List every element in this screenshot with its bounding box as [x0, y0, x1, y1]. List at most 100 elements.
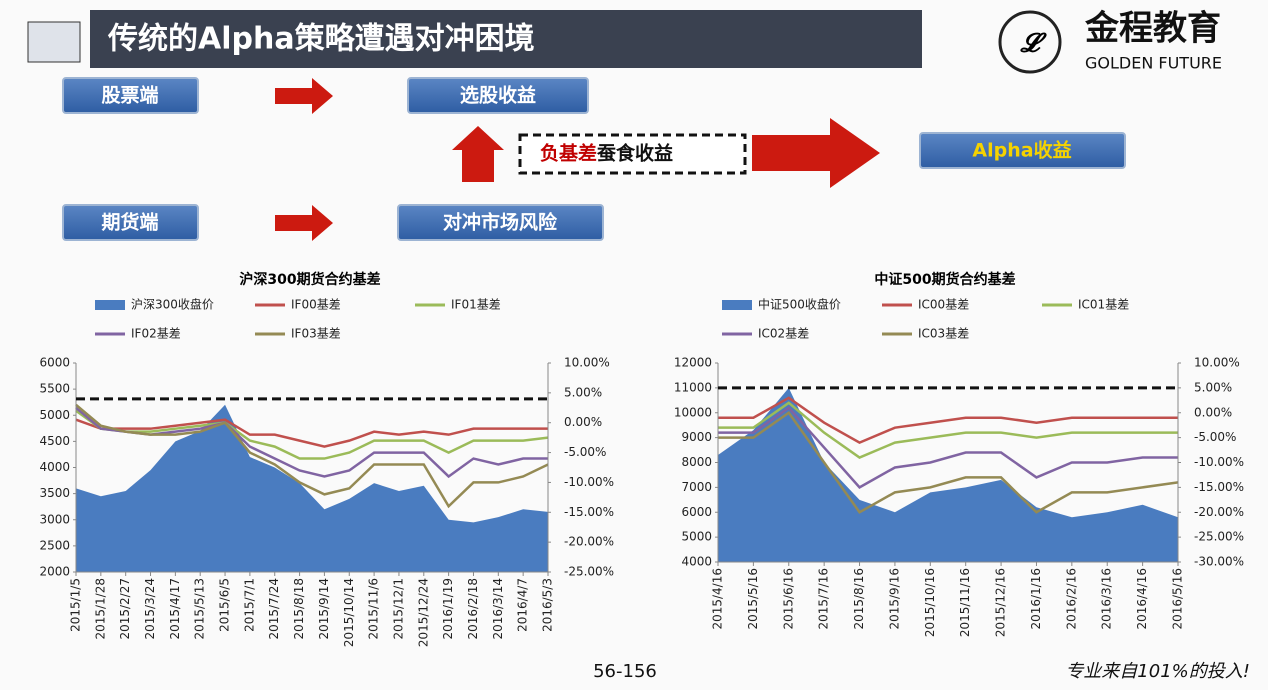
node-box [919, 132, 1126, 169]
y2-tick-label: -10.00% [1194, 455, 1244, 469]
y-tick-label: 5500 [39, 382, 70, 396]
x-tick-label: 2015/9/14 [317, 578, 331, 640]
series-line [75, 403, 549, 509]
y2-tick-label: -30.00% [1194, 555, 1244, 569]
x-tick-label: 2015/11/6 [367, 578, 381, 640]
x-tick-label: 2015/4/16 [711, 568, 725, 630]
y2-tick-label: -25.00% [564, 565, 614, 579]
chart-title: 中证500期货合约基差 [874, 271, 1015, 288]
x-tick-label: 2016/3/14 [491, 578, 505, 640]
x-tick-label: 2016/5/3 [541, 578, 555, 632]
series-line [718, 401, 1178, 459]
x-tick-label: 2015/7/24 [267, 578, 281, 640]
y2-tick-label: -20.00% [1194, 505, 1244, 519]
legend-swatch [95, 300, 125, 310]
x-tick-label: 2015/9/16 [887, 568, 901, 630]
y-tick-label: 8000 [681, 455, 712, 469]
node-label: 选股收益 [460, 84, 536, 107]
brand-en: GOLDEN FUTURE [1085, 54, 1222, 73]
x-tick-label: 2015/5/13 [193, 578, 207, 640]
y-tick-label: 6000 [39, 356, 70, 370]
x-tick-label: 2016/4/16 [1135, 568, 1149, 630]
y2-tick-label: 0.00% [1194, 405, 1232, 419]
x-tick-label: 2016/2/18 [466, 578, 480, 640]
x-tick-label: 2015/12/1 [391, 578, 405, 640]
y2-tick-label: -15.00% [1194, 480, 1244, 494]
y2-tick-label: -25.00% [1194, 530, 1244, 544]
series-line [718, 411, 1179, 514]
x-tick-label: 2015/6/16 [781, 568, 795, 630]
x-tick-label: 2015/12/24 [416, 578, 430, 647]
chart-title: 沪深300期货合约基差 [239, 271, 380, 288]
legend-label: IC00基差 [918, 298, 969, 312]
y2-tick-label: 5.00% [1194, 380, 1232, 394]
note-red: 负基差 [540, 142, 597, 165]
legend-swatch [722, 300, 752, 310]
icon [27, 21, 81, 63]
y-tick-label: 7000 [681, 480, 712, 494]
x-tick-label: 2016/5/16 [1171, 568, 1185, 630]
x-tick-label: 2015/12/16 [994, 568, 1008, 637]
x-tick-label: 2015/1/28 [93, 578, 107, 640]
series-line [718, 396, 1178, 444]
x-tick-label: 2015/1/5 [69, 578, 83, 632]
y-tick-label: 4000 [681, 555, 712, 569]
y2-tick-label: -5.00% [1194, 430, 1236, 444]
node-box [407, 77, 589, 114]
x-tick-label: 2016/2/16 [1064, 568, 1078, 630]
x-tick-label: 2015/3/24 [143, 578, 157, 640]
arrows [275, 78, 880, 241]
y-tick-label: 10000 [674, 405, 712, 419]
legend-label: 中证500收盘价 [758, 297, 841, 312]
legend-label: IC02基差 [758, 327, 809, 341]
x-tick-label: 2015/7/1 [242, 578, 256, 632]
legend-label: 沪深300收盘价 [131, 297, 214, 312]
legend-label: IF02基差 [131, 327, 181, 341]
node-label: 对冲市场风险 [443, 211, 558, 234]
y2-tick-label: 5.00% [564, 385, 602, 399]
x-tick-label: 2015/2/27 [118, 578, 132, 640]
x-tick-label: 2015/7/16 [817, 568, 831, 630]
y2-tick-label: -5.00% [564, 445, 606, 459]
x-tick-label: 2015/5/16 [746, 568, 760, 630]
x-tick-label: 2015/11/16 [958, 568, 972, 637]
y-tick-label: 2000 [39, 565, 70, 579]
node-label: Alpha收益 [972, 139, 1071, 162]
node-box [62, 77, 199, 114]
node-label: 期货端 [101, 211, 158, 234]
x-tick-label: 2015/4/17 [168, 578, 182, 640]
x-tick-label: 2015/10/14 [342, 578, 356, 647]
page-number: 56-156 [593, 661, 657, 682]
y-tick-label: 3000 [39, 512, 70, 526]
y2-tick-label: -20.00% [564, 535, 614, 549]
x-tick-label: 2016/3/16 [1100, 568, 1114, 630]
y-tick-label: 3500 [39, 486, 70, 500]
series-line [75, 409, 549, 460]
brand: 金程教育 [1084, 9, 1221, 49]
y-tick-label: 11000 [674, 380, 712, 394]
slogan: 专业来自101%的投入! [1065, 661, 1250, 682]
slide-title: 传统的Alpha策略遭遇对冲困境 [107, 22, 535, 57]
y-tick-label: 12000 [674, 356, 712, 370]
y2-tick-label: -15.00% [564, 505, 614, 519]
series-area [718, 387, 1178, 562]
x-tick-label: 2016/1/19 [441, 578, 455, 640]
x-tick-label: 2016/1/16 [1029, 568, 1043, 630]
node-box [397, 204, 604, 241]
legend-label: IF00基差 [291, 298, 341, 312]
logo [998, 10, 1062, 74]
series-line [718, 406, 1178, 489]
y2-tick-label: 10.00% [1194, 356, 1240, 370]
legend-label: IC03基差 [918, 327, 969, 341]
y2-tick-label: 10.00% [564, 356, 610, 370]
node-box [62, 204, 199, 241]
y-tick-label: 5000 [39, 408, 70, 422]
x-tick-label: 2015/8/18 [292, 578, 306, 640]
legend-label: IC01基差 [1078, 298, 1129, 312]
legend-label: IF03基差 [291, 327, 341, 341]
legend-label: IF01基差 [451, 298, 501, 312]
series-line [75, 418, 548, 448]
y-tick-label: 2500 [39, 538, 70, 552]
